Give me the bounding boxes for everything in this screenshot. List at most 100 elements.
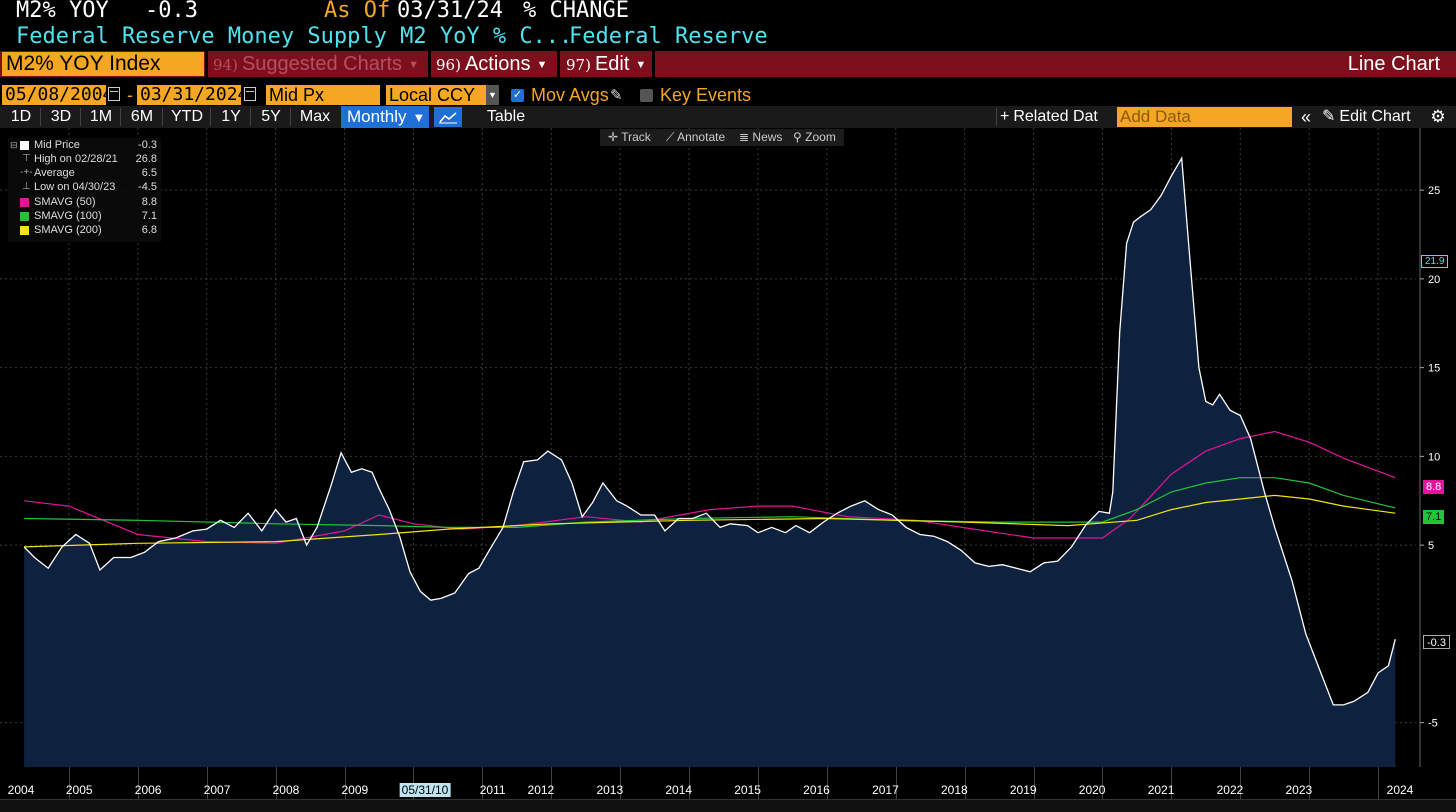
chart-legend[interactable]: ⊟ Mid Price -0.3 ⊤ High on 02/28/21 26.8…: [8, 138, 161, 242]
legend-swatch: [20, 226, 29, 235]
gear-icon[interactable]: ⚙: [1430, 107, 1446, 126]
start-date-field[interactable]: 05/08/2004: [2, 85, 106, 105]
legend-row-smavg-50[interactable]: SMAVG (50) 8.8: [8, 195, 161, 209]
end-date-field[interactable]: 03/31/2024: [137, 85, 241, 105]
chart-area[interactable]: -5 5 10 15 20 25: [0, 128, 1456, 812]
edit-label: Edit: [594, 53, 630, 75]
x-tick-label: 2019: [1009, 783, 1037, 797]
calendar-icon[interactable]: [108, 87, 120, 101]
chart-type-label[interactable]: Line Chart: [1347, 53, 1440, 75]
add-data-input[interactable]: Add Data: [1117, 107, 1292, 127]
actions-label: Actions: [464, 53, 531, 75]
legend-row-mid-price[interactable]: ⊟ Mid Price -0.3: [8, 138, 161, 152]
y-tick-label: 10: [1428, 451, 1440, 463]
currency-select[interactable]: Local CCY: [386, 85, 486, 105]
calendar-icon[interactable]: [244, 87, 256, 101]
mid-price-line: [23, 156, 1396, 706]
ticker-label: M2% YOY: [16, 0, 109, 23]
track-label: Track: [621, 130, 651, 144]
sma-50-line: [24, 430, 1396, 544]
frequency-select[interactable]: Monthly ▼: [341, 106, 429, 128]
x-tick-label: 2022: [1216, 783, 1244, 797]
legend-label: Low on 04/30/23: [34, 181, 116, 193]
related-data-label: Related Dat: [1013, 108, 1098, 125]
x-tick-label: 2021: [1147, 783, 1175, 797]
x-tick-label: 2005: [65, 783, 93, 797]
chevron-down-icon: ▼: [635, 58, 647, 71]
chevron-down-icon: ▼: [536, 58, 548, 71]
plus-icon: +: [1000, 108, 1010, 125]
legend-value: -4.5: [138, 181, 157, 193]
annotate-tool[interactable]: ⟋ Annotate: [666, 129, 725, 146]
actions-menu[interactable]: 96) Actions ▼: [436, 51, 547, 77]
collapse-double-chevron-icon[interactable]: «: [1300, 107, 1311, 127]
legend-value: 6.5: [141, 167, 157, 179]
x-tick-mark: [689, 767, 691, 799]
period-button-1m[interactable]: 1M: [89, 108, 113, 125]
axis-tag-sma100: 7.1: [1423, 510, 1445, 524]
mov-avgs-checkbox[interactable]: ✓: [511, 89, 524, 102]
x-tick-label: 2008: [272, 783, 300, 797]
key-events-checkbox[interactable]: [640, 89, 653, 102]
period-divider: [250, 108, 251, 126]
news-tool[interactable]: ≣ News: [739, 129, 782, 146]
x-tick-label: 2009: [341, 783, 369, 797]
x-tick-label: 2006: [134, 783, 162, 797]
axis-tag-last-price: -0.3: [1423, 635, 1450, 649]
y-tick-label: -5: [1428, 718, 1438, 730]
zoom-tool[interactable]: ⚲ Zoom: [793, 129, 836, 146]
legend-row-high: ⊤ High on 02/28/21 26.8: [8, 152, 161, 166]
actions-number: 96): [436, 56, 461, 74]
legend-label: Average: [34, 167, 75, 179]
line-chart-icon-graphic: [439, 112, 457, 124]
last-value: -0.3: [145, 0, 198, 23]
line-chart-icon[interactable]: [434, 107, 462, 127]
unit-label: % CHANGE: [523, 0, 629, 23]
chevron-down-icon[interactable]: ▼: [486, 85, 499, 105]
x-tick-label: 2013: [596, 783, 624, 797]
period-divider: [162, 108, 163, 126]
x-tick-label: 2020: [1078, 783, 1106, 797]
period-button-5y[interactable]: 5Y: [261, 108, 281, 125]
period-button-max[interactable]: Max: [299, 108, 331, 125]
chart-canvas[interactable]: -5 5 10 15 20 25: [0, 128, 1456, 812]
y-tick-label: 20: [1428, 274, 1440, 286]
legend-row-smavg-100[interactable]: SMAVG (100) 7.1: [8, 209, 161, 223]
edit-menu[interactable]: 97) Edit ▼: [566, 51, 646, 77]
x-tick-mark: [206, 767, 208, 799]
as-of-label: As Of: [324, 0, 391, 23]
chevron-down-icon: ▼: [412, 110, 426, 125]
chart-tools: ✛ Track ⟋ Annotate ≣ News ⚲ Zoom: [600, 129, 844, 146]
period-button-ytd[interactable]: YTD: [171, 108, 203, 125]
pencil-icon[interactable]: ✎: [610, 87, 623, 104]
edit-chart-button[interactable]: ✎ Edit Chart: [1322, 106, 1420, 128]
related-data-button[interactable]: + Related Dat: [1000, 106, 1112, 128]
legend-row-smavg-200[interactable]: SMAVG (200) 6.8: [8, 223, 161, 237]
suggested-charts-number: 94): [213, 56, 238, 74]
scroll-strip[interactable]: [0, 799, 1456, 812]
period-button-1y[interactable]: 1Y: [221, 108, 241, 125]
security-field[interactable]: M2% YOY Index: [2, 52, 204, 76]
suggested-charts-menu[interactable]: 94) Suggested Charts ▼: [213, 51, 419, 77]
collapse-icon[interactable]: ⊟: [10, 140, 18, 150]
news-label: News: [752, 130, 783, 144]
legend-swatch: [20, 141, 29, 150]
period-button-1d[interactable]: 1D: [10, 108, 32, 125]
annotate-icon: ⟋: [666, 130, 675, 144]
legend-swatch: [20, 198, 29, 207]
legend-label: SMAVG (200): [34, 224, 102, 236]
x-tick-label: 2012: [527, 783, 555, 797]
x-tick-mark: [826, 767, 828, 799]
x-tick-mark: [1378, 767, 1380, 799]
period-button-3d[interactable]: 3D: [50, 108, 72, 125]
average-marker-icon: -+-: [20, 167, 33, 178]
track-tool[interactable]: ✛ Track: [608, 129, 651, 146]
x-tick-label: 2007: [203, 783, 231, 797]
price-type-field[interactable]: Mid Px: [266, 85, 380, 105]
high-marker-icon: ⊤: [22, 153, 31, 164]
period-button-6m[interactable]: 6M: [130, 108, 154, 125]
period-divider: [210, 108, 211, 126]
legend-value: 26.8: [135, 153, 157, 165]
table-button[interactable]: Table: [486, 108, 526, 125]
magnifier-icon: ⚲: [793, 130, 802, 144]
